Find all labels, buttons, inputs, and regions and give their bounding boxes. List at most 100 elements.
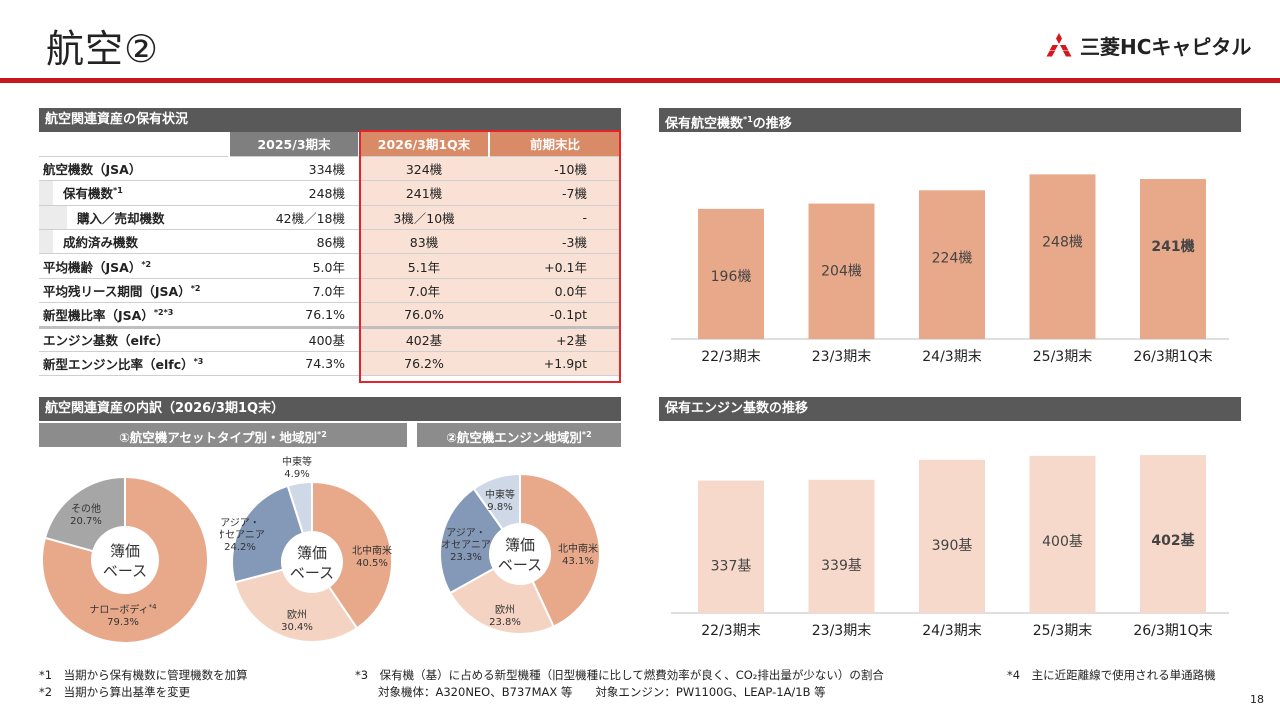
cell-value: - [489,205,621,231]
page-number: 18 [1250,693,1264,706]
cell-value: -0.1pt [489,302,621,328]
slice-value-label: 4.9% [284,469,309,480]
footnote-4: *4 主に近距離線で使用される単通路機 [1007,668,1216,682]
row-label-text: 保有機数 [63,186,114,202]
row-label: 航空機数（JSA） [39,156,229,182]
row-label: 保有機数*1 [39,180,229,206]
slice-value-label: 20.7% [70,516,102,527]
bar-value-label: 204機 [821,264,862,280]
table-row: 新型機比率（JSA）*2*3 76.1% 76.0% -0.1pt [39,302,621,328]
bar-chart-aircraft: 196機 22/3期末 204機 23/3期末 224機 24/3期末 248機 25/3期末… [671,174,1229,365]
bar-chart-engine: 337基 22/3期末 339基 23/3期末 390基 24/3期末 400基 25/3期末… [671,455,1229,639]
slice-name-label: ナローボディ*4 [89,603,157,616]
table-row: 保有機数*1 248機 241機 -7機 [39,180,621,206]
cell-value: 400基 [229,325,359,353]
cell-value: 324機 [359,156,489,182]
cell-value: 74.3% [229,351,359,377]
donut-center-line1: 簿価 [110,542,140,560]
table-row: 購入／売却機数 42機／18機 3機／10機 - [39,205,621,231]
bar-value-label: 196機 [711,269,752,285]
slice-value-label: 40.5% [356,558,388,569]
col-header-change: 前期末比 [489,132,622,157]
slice-name-sup: *4 [149,603,158,611]
slice-value-label: 30.4% [281,622,313,633]
slice-name-label: アジア・ [220,518,260,529]
cell-value: +2基 [489,325,621,353]
donut-hole [282,532,342,592]
donut-hole [490,524,550,584]
slice-name-label: オセアニア [220,529,265,541]
row-label: 成約済み機数 [39,229,229,255]
row-label-sup: *1 [113,186,123,196]
footnote-3a: *3 保有機（基）に占める新型機種（旧型機種に比して燃費効率が良く、CO₂排出量… [355,668,884,682]
table-row: 新型エンジン比率（elfc）*3 74.3% 76.2% +1.9pt [39,351,621,377]
cell-value: 0.0年 [489,278,621,304]
cell-value: 241機 [359,180,489,206]
donut-center-line2: ベース [498,556,542,574]
row-label-text: 成約済み機数 [63,235,139,251]
row-label: エンジン基数（elfc） [39,325,229,353]
row-label-text: 平均機齢（JSA） [43,259,142,275]
sub2-title: ②航空機エンジン地域別 [446,430,582,446]
bar [1140,179,1206,339]
cell-value: 42機／18機 [229,205,359,231]
cell-value: 5.1年 [359,253,489,279]
category-label: 23/3期末 [812,623,871,639]
category-label: 26/3期1Q末 [1133,623,1212,639]
row-label-text: エンジン基数（elfc） [43,333,169,349]
slice-name-label: アジア・ [446,528,486,539]
bar [808,479,875,613]
cell-value: -3機 [489,229,621,255]
company-logo: 三菱HCキャピタル [1046,30,1251,60]
category-label: 25/3期末 [1033,349,1092,365]
row-label-sup: *3 [193,357,204,367]
slice-name-label: 北中南米 [558,542,598,555]
category-label: 22/3期末 [701,349,760,365]
category-label: 26/3期1Q末 [1133,349,1212,365]
cell-value: +1.9pt [489,351,621,377]
slice-value-label: 43.1% [562,556,594,567]
cell-value: 7.0年 [229,278,359,304]
assets-table: 2025/3期末 2026/3期1Q末 前期末比 航空機数（JSA） 334機 32… [39,132,622,377]
donut-center-line1: 簿価 [505,536,535,554]
assets-section-header: 航空関連資産の保有状況 [39,108,621,132]
breakdown-sub1-header: ①航空機アセットタイプ別・地域別*2 [39,423,407,447]
slice-name-label: その他 [71,502,101,515]
cell-value: 76.1% [229,302,359,328]
table-row: 成約済み機数 86機 83機 -3機 [39,229,621,255]
donut-center-line2: ベース [103,562,147,580]
aircraft-chart-sup: *1 [743,115,753,124]
cell-value: -10機 [489,156,621,182]
cell-value: 3機／10機 [359,205,489,231]
row-label-text: 航空機数（JSA） [43,162,142,178]
table-header-row: 2025/3期末 2026/3期1Q末 前期末比 [39,132,622,157]
slice-name-label: オセアニア [441,539,491,551]
row-label: 新型機比率（JSA）*2*3 [39,302,229,328]
row-label-text: 平均残リース期間（JSA） [43,284,191,300]
pie-slice [472,472,521,531]
table-header-blank [39,132,230,157]
row-label-text: 新型機比率（JSA） [43,307,154,323]
header-divider [0,78,1280,83]
bar [919,190,985,339]
bar [808,203,875,339]
breakdown-sub2-header: ②航空機エンジン地域別*2 [417,423,621,447]
slice-name-label: 中東等 [282,455,312,468]
slice-value-label: 23.3% [450,552,482,563]
slice-value-label: 9.8% [487,502,512,513]
bar [1140,455,1206,613]
cell-value: 83機 [359,229,489,255]
bar [698,480,764,613]
cell-value: -7機 [489,180,621,206]
pie-slice [519,472,601,628]
aircraft-chart-title-a: 保有航空機数 [665,116,744,132]
cell-value: 402基 [359,325,489,353]
row-label-sup: *2*3 [153,307,174,317]
footnote-3b: 対象機体：A320NEO、B737MAX 等 対象エンジン：PW1100G、LE… [378,685,826,699]
sub1-sup: *2 [317,430,327,439]
cell-value: +0.1年 [489,253,621,279]
slice-value-label: 79.3% [107,617,139,628]
